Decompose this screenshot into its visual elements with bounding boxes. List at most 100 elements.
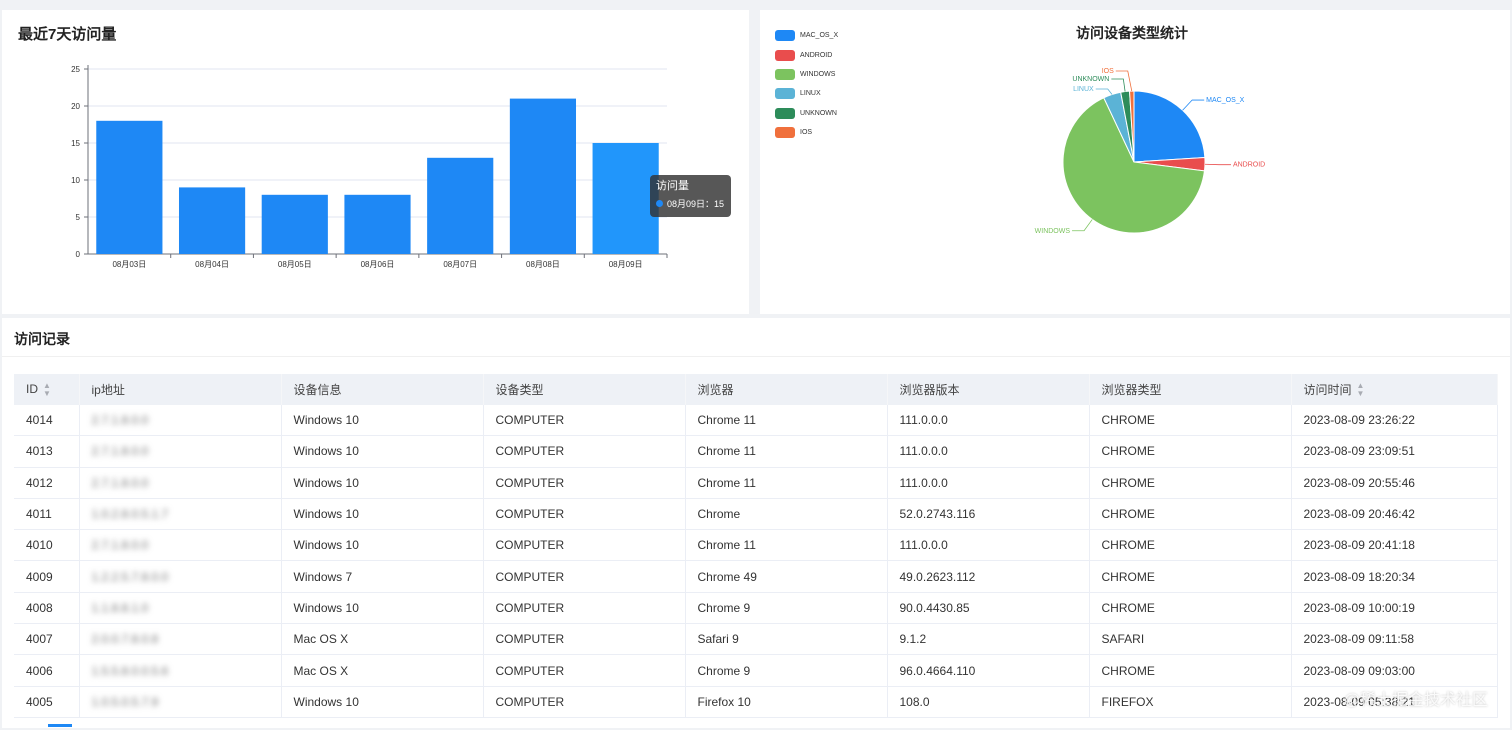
x-tick-label: 08月03日 <box>112 260 146 269</box>
col-header-ip: ip地址 <box>79 374 282 405</box>
bar-08月08日[interactable] <box>509 98 577 254</box>
cell-ip: 1.0.5.0.5.7.9 <box>79 686 282 718</box>
legend-item-windows[interactable]: WINDOWS <box>775 65 838 84</box>
x-tick-label: 08月05日 <box>278 260 312 269</box>
cell-browser-version: 9.1.2 <box>887 623 1090 656</box>
cell-visit-time: 2023-08-09 20:46:42 <box>1291 498 1498 531</box>
bar-08月07日[interactable] <box>427 157 494 254</box>
cell-visit-time: 2023-08-09 05:38:21 <box>1291 686 1498 718</box>
cell-device-info: Windows 10 <box>281 686 484 718</box>
sort-icon[interactable]: ▲ ▼ <box>43 380 51 398</box>
pie-label: UNKNOWN <box>1072 76 1109 83</box>
pagination-active-indicator[interactable] <box>48 724 72 727</box>
tooltip-value: 15 <box>714 198 725 209</box>
pie-label: MAC_OS_X <box>1206 97 1244 104</box>
y-tick-label: 20 <box>71 102 80 111</box>
legend-item-ios[interactable]: IOS <box>775 123 838 142</box>
legend-item-linux[interactable]: LINUX <box>775 84 838 103</box>
bar-08月05日[interactable] <box>261 194 328 254</box>
cell-id: 4011 <box>14 498 80 531</box>
bar-08月03日[interactable] <box>96 120 163 254</box>
cell-browser-type: CHROME <box>1089 435 1292 468</box>
legend-item-unknown[interactable]: UNKNOWN <box>775 104 838 123</box>
cell-browser-type: CHROME <box>1089 654 1292 687</box>
cell-browser: Safari 9 <box>685 623 888 656</box>
x-tick-label: 08月08日 <box>526 260 560 269</box>
y-tick-label: 25 <box>71 65 80 74</box>
cell-browser-type: CHROME <box>1089 405 1292 437</box>
cell-ip: 2.7.1.8.0.0 <box>79 467 282 499</box>
legend-label: IOS <box>800 129 813 137</box>
cell-device-type: COMPUTER <box>483 654 686 687</box>
pie-label: LINUX <box>1073 86 1094 93</box>
tooltip-label: 08月09日 <box>667 199 706 209</box>
cell-id: 4006 <box>14 654 80 687</box>
pie-slice-ios[interactable] <box>1129 90 1135 163</box>
daily-visits-card: 最近7天访问量 0 5 10 15 20 25 08月03日 08月04日 08月05日 08月0… <box>2 10 749 314</box>
legend-item-android[interactable]: ANDROID <box>775 45 838 64</box>
cell-id: 4005 <box>14 686 80 718</box>
table-row: 4008 1.1.8.8.1.0 Windows 10 COMPUTER Chrome … <box>14 592 1498 625</box>
cell-browser: Chrome 9 <box>685 654 888 687</box>
sort-icon[interactable]: ▲ ▼ <box>1356 381 1365 399</box>
cell-browser-type: CHROME <box>1089 467 1292 499</box>
cell-browser-type: CHROME <box>1089 592 1292 625</box>
pie-label: IOS <box>1102 68 1114 75</box>
records-table: ID ▲ ▼ ip地址 设备信息 设备类型 浏览器 浏览器版本 浏览器类型 访问时间… <box>14 374 1498 718</box>
pie-slice-mac_os_x[interactable] <box>1133 90 1206 163</box>
cell-browser: Chrome 11 <box>685 467 888 499</box>
daily-visits-bar-chart: 0 5 10 15 20 25 08月03日 08月04日 08月05日 08月06日 08月07日… <box>71 65 668 269</box>
cell-id: 4007 <box>14 623 80 656</box>
cell-browser-version: 111.0.0.0 <box>887 405 1090 437</box>
cell-browser-version: 52.0.2743.116 <box>887 498 1090 531</box>
legend-swatch <box>775 107 795 119</box>
cell-device-info: Windows 10 <box>281 435 484 468</box>
table-row: 4007 2.0.0.7.8.0.8 Mac OS X COMPUTER Safari … <box>14 623 1498 656</box>
cell-visit-time: 2023-08-09 23:09:51 <box>1291 435 1498 468</box>
tooltip-series-dot <box>656 200 663 207</box>
tooltip-title: 访问量 <box>656 180 689 192</box>
cell-ip: 2.7.1.8.0.0 <box>79 405 282 437</box>
col-header-device-info: 设备信息 <box>281 374 484 405</box>
table-row: 4011 1.0.2.8.0.5.1.7 Windows 10 COMPUTER Chr… <box>14 498 1498 531</box>
records-title: 访问记录 <box>14 331 70 347</box>
bar-08月04日[interactable] <box>178 187 246 254</box>
cell-device-type: COMPUTER <box>483 623 686 656</box>
legend-label: ANDROID <box>800 51 833 59</box>
table-row: 4009 1.2.2.5.7.8.0.0 Windows 7 COMPUTER Chro… <box>14 560 1498 593</box>
cell-browser-version: 49.0.2623.112 <box>887 560 1090 593</box>
cell-visit-time: 2023-08-09 10:00:19 <box>1291 592 1498 625</box>
cell-browser-version: 111.0.0.0 <box>887 467 1090 499</box>
cell-browser-version: 111.0.0.0 <box>887 435 1090 468</box>
cell-device-info: Windows 10 <box>281 592 484 625</box>
legend-swatch <box>775 30 795 42</box>
col-header-visit-time[interactable]: 访问时间 ▲ ▼ <box>1291 374 1498 405</box>
cell-browser-type: CHROME <box>1089 560 1292 593</box>
cell-browser: Chrome 49 <box>685 560 888 593</box>
table-row: 4005 1.0.5.0.5.7.9 Windows 10 COMPUTER Firef… <box>14 686 1498 718</box>
cell-device-info: Windows 10 <box>281 529 484 562</box>
bar-08月06日[interactable] <box>344 194 411 254</box>
col-header-id[interactable]: ID ▲ ▼ <box>14 374 80 405</box>
cell-id: 4010 <box>14 529 80 562</box>
legend-swatch <box>775 88 795 100</box>
watermark: @稀土掘金技术社区 <box>1343 692 1488 709</box>
col-header-device-type: 设备类型 <box>483 374 686 405</box>
bar-08月09日[interactable] <box>592 143 659 254</box>
col-header-browser-type: 浏览器类型 <box>1089 374 1292 405</box>
cell-device-type: COMPUTER <box>483 405 686 437</box>
access-records-card: 访问记录 ID ▲ ▼ ip地址 设备信息 设备类型 浏览器 浏览器版本 浏览器类型… <box>2 318 1510 728</box>
cell-device-type: COMPUTER <box>483 435 686 468</box>
cell-device-info: Mac OS X <box>281 623 484 656</box>
y-tick-label: 0 <box>76 250 81 259</box>
cell-visit-time: 2023-08-09 20:55:46 <box>1291 467 1498 499</box>
pie-label: WINDOWS <box>1035 228 1071 235</box>
bar-chart-title: 最近7天访问量 <box>18 26 117 43</box>
cell-browser: Firefox 10 <box>685 686 888 718</box>
title-divider <box>2 356 1510 357</box>
cell-ip: 1.5.5.8.0.0.5.6 <box>79 654 282 687</box>
legend-label: LINUX <box>800 90 821 98</box>
y-tick-label: 10 <box>71 176 80 185</box>
legend-item-mac_os_x[interactable]: MAC_OS_X <box>775 26 838 45</box>
cell-ip: 2.0.0.7.8.0.8 <box>79 623 282 656</box>
